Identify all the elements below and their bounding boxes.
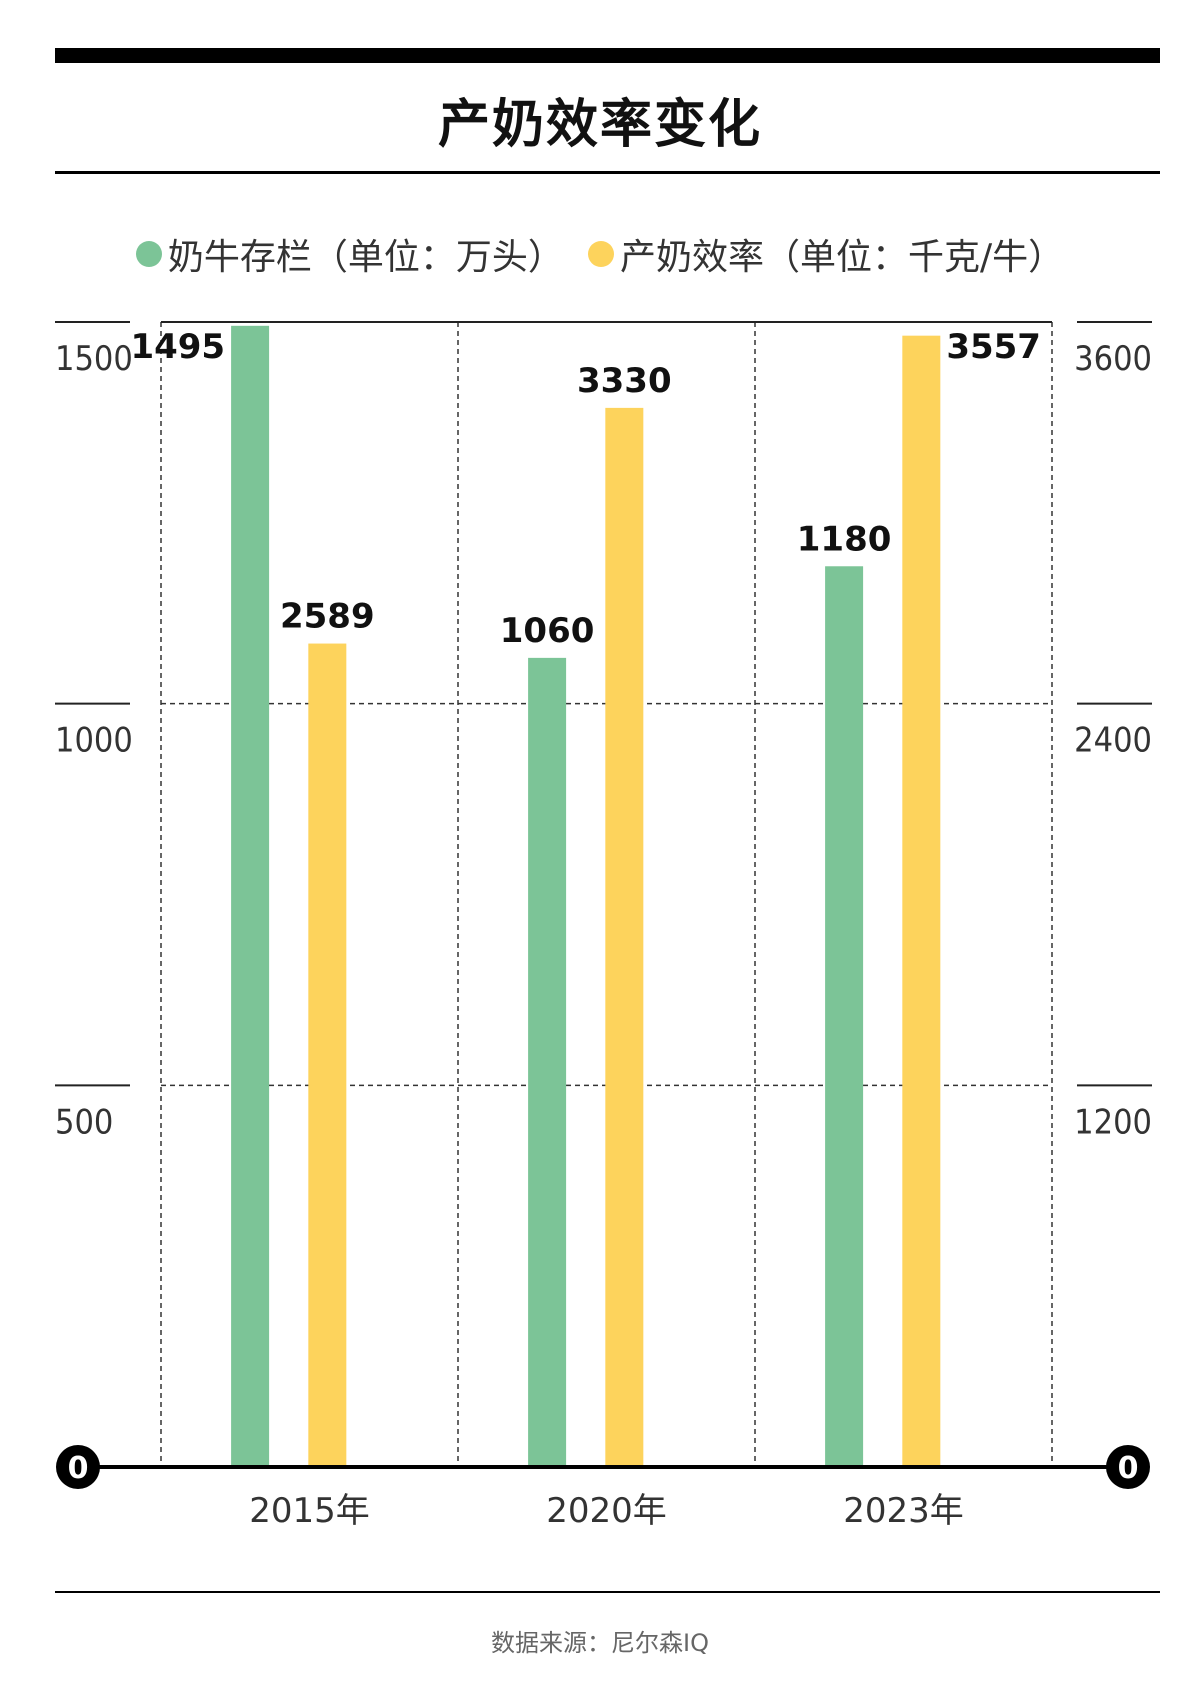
bar <box>902 335 941 1467</box>
footer-rule <box>55 1591 1160 1593</box>
legend-label-herd: 奶牛存栏（单位：万头） <box>167 237 564 278</box>
bar <box>528 657 567 1467</box>
zero-label: 0 <box>1118 1451 1139 1486</box>
data-label: 1495 <box>130 327 225 367</box>
chart-title: 产奶效率变化 <box>437 95 762 155</box>
title-rule <box>55 171 1160 174</box>
data-label: 1060 <box>500 611 595 651</box>
bar <box>231 325 270 1468</box>
left-tick-label: 500 <box>55 1102 113 1142</box>
legend-dot-yellow <box>587 241 614 267</box>
top-bar <box>55 48 1160 63</box>
category-label: 2023年 <box>843 1491 964 1531</box>
zero-badge-left <box>56 1445 100 1489</box>
right-tick-label: 2400 <box>1074 721 1152 761</box>
left-tick-label: 1000 <box>55 721 133 761</box>
data-label: 2589 <box>280 597 375 637</box>
bar <box>308 643 347 1467</box>
legend-label-yield: 产奶效率（单位：千克/牛） <box>619 237 1065 278</box>
data-label: 3557 <box>946 327 1041 367</box>
data-label: 3330 <box>577 361 672 401</box>
legend-item-herd: 奶牛存栏（单位：万头） <box>135 228 564 280</box>
category-label: 2020年 <box>546 1491 667 1531</box>
legend: 奶牛存栏（单位：万头） 产奶效率（单位：千克/牛） <box>0 228 1200 280</box>
right-tick-label: 1200 <box>1074 1102 1152 1142</box>
category-label: 2015年 <box>249 1491 370 1531</box>
zero-label: 0 <box>68 1451 89 1486</box>
bar <box>825 566 864 1467</box>
legend-item-yield: 产奶效率（单位：千克/牛） <box>587 228 1065 280</box>
zero-badge-right <box>1106 1445 1150 1489</box>
bar <box>605 407 644 1467</box>
left-tick-label: 1500 <box>55 339 133 379</box>
data-label: 1180 <box>797 519 892 559</box>
right-tick-label: 3600 <box>1074 339 1152 379</box>
source-note: 数据来源：尼尔森IQ <box>491 1629 709 1657</box>
legend-dot-green <box>135 241 162 267</box>
